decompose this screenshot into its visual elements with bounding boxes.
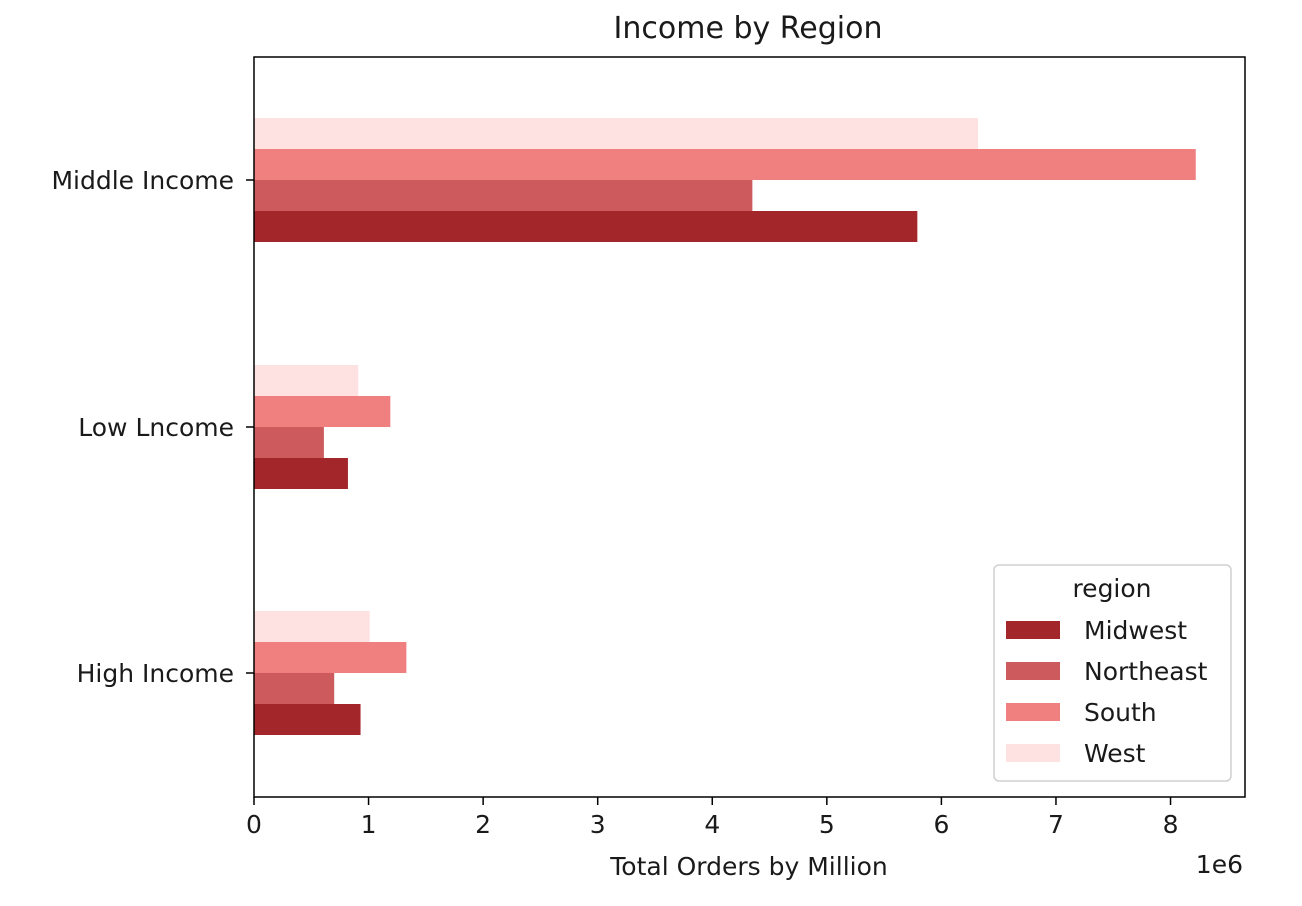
x-tick-label: 5 xyxy=(819,810,835,839)
x-tick-label: 1 xyxy=(361,810,377,839)
legend-label-south: South xyxy=(1084,698,1157,727)
ticks-layer: 0 1 2 3 4 5 6 7 8 High Income Low Lncome Middle Inc… xyxy=(51,166,1178,839)
plot-frame xyxy=(253,56,1246,798)
bar-northeast-1 xyxy=(254,427,324,458)
legend-frame xyxy=(993,564,1232,782)
bar-south-2 xyxy=(254,149,1196,180)
x-tick-label: 4 xyxy=(704,810,720,839)
bar-midwest-2 xyxy=(254,211,918,242)
legend-swatch-midwest xyxy=(1006,621,1060,639)
x-tick-label: 8 xyxy=(1163,810,1179,839)
bar-west-0 xyxy=(254,611,370,642)
bar-south-0 xyxy=(254,642,407,673)
legend-label-northeast: Northeast xyxy=(1084,657,1208,686)
y-tick-label: High Income xyxy=(77,659,234,688)
bar-west-1 xyxy=(254,365,359,396)
legend: region Midwest Northeast South West xyxy=(993,564,1232,782)
legend-label-midwest: Midwest xyxy=(1084,616,1187,645)
bar-midwest-0 xyxy=(254,704,361,735)
legend-swatch-northeast xyxy=(1006,662,1060,680)
chart-title: Income by Region xyxy=(614,11,883,46)
bar-west-2 xyxy=(254,118,979,149)
y-tick-label: Low Lncome xyxy=(78,413,234,442)
bar-northeast-2 xyxy=(254,180,753,211)
legend-title: region xyxy=(1072,574,1151,603)
legend-swatch-south xyxy=(1006,703,1060,721)
x-tick-label: 6 xyxy=(933,810,949,839)
legend-label-west: West xyxy=(1084,739,1146,768)
legend-items: Midwest Northeast South West xyxy=(1006,616,1208,768)
bar-midwest-1 xyxy=(254,458,348,489)
x-axis-label: Total Orders by Million xyxy=(609,852,887,881)
x-tick-label: 0 xyxy=(246,810,262,839)
legend-swatch-west xyxy=(1006,744,1060,762)
x-tick-label: 7 xyxy=(1048,810,1064,839)
bar-south-1 xyxy=(254,396,391,427)
x-tick-label: 3 xyxy=(590,810,606,839)
x-tick-label: 2 xyxy=(475,810,491,839)
bar-northeast-0 xyxy=(254,673,335,704)
x-offset-text: 1e6 xyxy=(1196,850,1243,879)
bars-layer xyxy=(254,118,1196,735)
y-tick-label: Middle Income xyxy=(51,166,234,195)
